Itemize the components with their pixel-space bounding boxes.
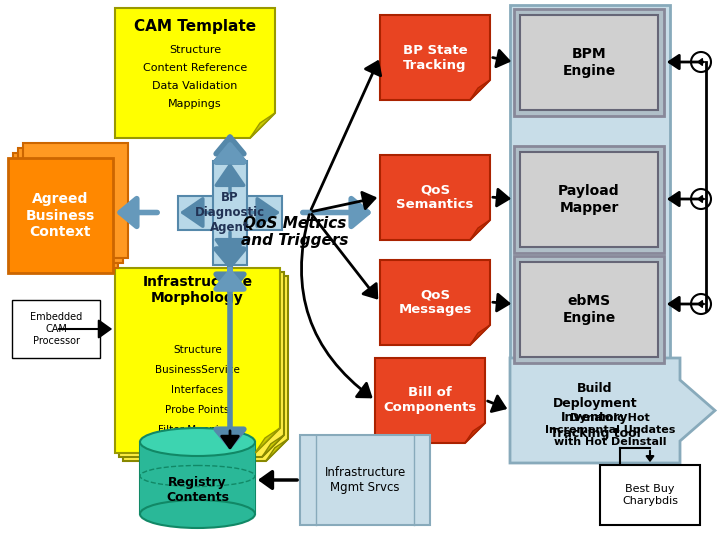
Bar — [514, 9, 664, 116]
Polygon shape — [375, 358, 485, 443]
Text: Interfaces: Interfaces — [171, 385, 224, 395]
Bar — [514, 146, 664, 253]
Polygon shape — [266, 439, 288, 461]
Bar — [300, 435, 430, 525]
Bar — [13, 153, 118, 268]
Polygon shape — [470, 325, 490, 345]
Polygon shape — [510, 358, 715, 463]
Ellipse shape — [140, 500, 255, 528]
Polygon shape — [255, 428, 280, 453]
Bar — [178, 195, 282, 230]
Text: QoS
Messages: QoS Messages — [398, 288, 472, 316]
Text: BP
Diagnostic
Agent: BP Diagnostic Agent — [195, 191, 265, 234]
Bar — [18, 148, 123, 263]
Text: BusinessService: BusinessService — [155, 365, 240, 375]
Text: Probe Points: Probe Points — [166, 405, 230, 415]
Text: Best Buy
Charybdis: Best Buy Charybdis — [622, 484, 678, 506]
Bar — [12, 300, 100, 358]
Text: Embedded
CAM
Processor: Embedded CAM Processor — [30, 313, 82, 346]
Text: ebMS
Engine: ebMS Engine — [562, 294, 616, 325]
Bar — [520, 15, 658, 110]
Polygon shape — [123, 276, 288, 461]
Bar — [8, 158, 113, 273]
Text: QoS Metrics
and Triggers: QoS Metrics and Triggers — [241, 216, 348, 248]
Polygon shape — [115, 8, 275, 138]
Bar — [520, 152, 658, 247]
Bar — [600, 465, 700, 525]
Text: BP State
Tracking: BP State Tracking — [402, 44, 467, 71]
Text: Infrastructure
Morphology: Infrastructure Morphology — [143, 275, 253, 305]
Bar — [514, 256, 664, 363]
Bar — [140, 442, 255, 514]
Text: Registry
Contents: Registry Contents — [166, 476, 229, 504]
Text: CAM Template: CAM Template — [134, 18, 256, 33]
Polygon shape — [262, 435, 284, 457]
Text: BPM
Engine: BPM Engine — [562, 48, 616, 78]
Bar — [510, 5, 670, 365]
Polygon shape — [380, 15, 490, 100]
Text: Mappings: Mappings — [168, 99, 222, 109]
Text: Dynamic Hot
Incremental Updates
with Hot DeInstall: Dynamic Hot Incremental Updates with Hot… — [545, 414, 675, 447]
Polygon shape — [465, 423, 485, 443]
Bar — [23, 143, 128, 258]
Bar — [253, 442, 255, 514]
Polygon shape — [470, 220, 490, 240]
Bar — [140, 442, 142, 514]
Polygon shape — [470, 80, 490, 100]
Bar — [520, 262, 658, 357]
Text: Build
Deployment
Inventory
Tracking tool: Build Deployment Inventory Tracking tool — [549, 381, 640, 440]
Text: Data Validation: Data Validation — [153, 81, 238, 91]
Ellipse shape — [140, 428, 255, 456]
Text: Payload
Mapper: Payload Mapper — [558, 184, 620, 214]
Bar — [213, 160, 247, 265]
Polygon shape — [115, 268, 280, 453]
Text: Filter Mappings: Filter Mappings — [158, 425, 238, 435]
Text: Infrastructure
Mgmt Srvcs: Infrastructure Mgmt Srvcs — [325, 466, 405, 494]
Text: Content Reference: Content Reference — [143, 63, 247, 73]
Text: Agreed
Business
Context: Agreed Business Context — [26, 192, 95, 239]
Polygon shape — [250, 113, 275, 138]
Text: QoS
Semantics: QoS Semantics — [396, 184, 474, 212]
Polygon shape — [380, 155, 490, 240]
Text: Structure: Structure — [169, 45, 221, 55]
Polygon shape — [119, 272, 284, 457]
Text: Structure: Structure — [173, 345, 222, 355]
Text: Bill of
Components: Bill of Components — [383, 387, 477, 415]
Polygon shape — [380, 260, 490, 345]
